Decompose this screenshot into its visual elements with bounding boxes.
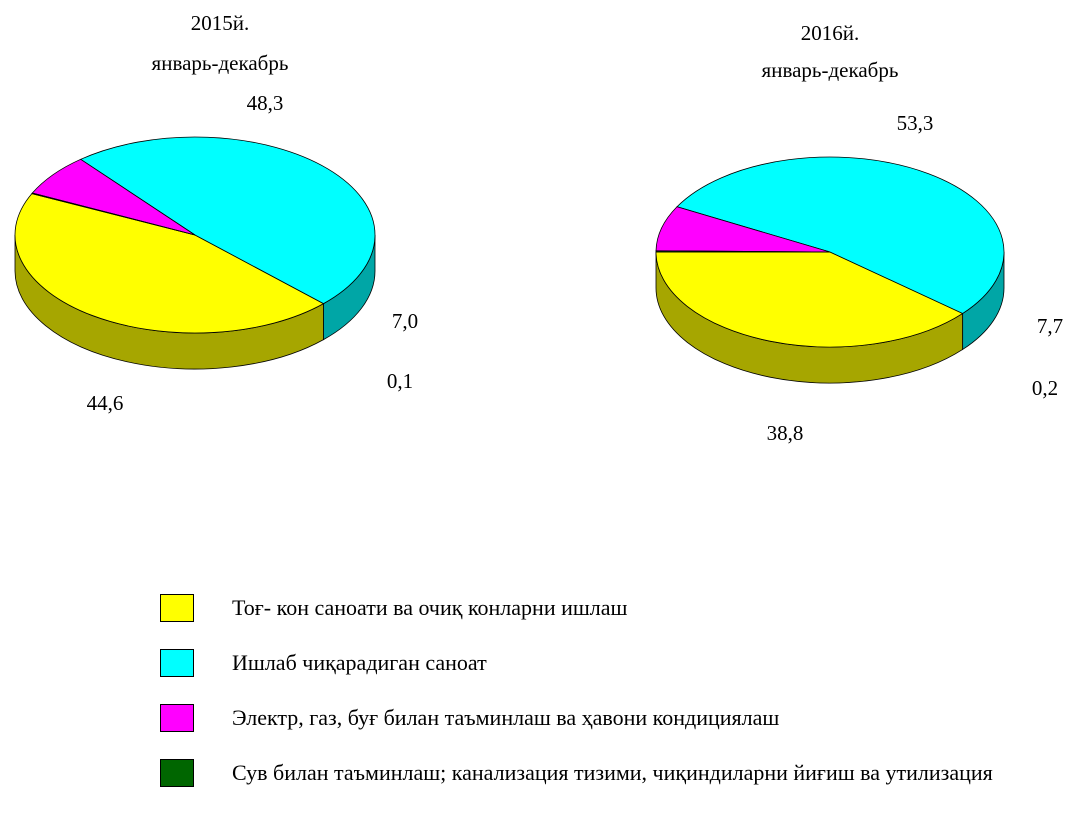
legend-label: Тоғ- кон саноати ва очиқ конларни ишлаш: [232, 595, 628, 620]
chart-title: 2016й.: [801, 21, 860, 45]
legend-item: Тоғ- кон саноати ва очиқ конларни ишлаш: [160, 594, 1042, 633]
data-label: 7,0: [392, 309, 418, 333]
slice: [655, 250, 831, 253]
data-label: 48,3: [247, 91, 284, 115]
chart-subtitle: январь-декабрь: [762, 58, 899, 82]
data-label: 53,3: [897, 111, 934, 135]
slice: [31, 192, 196, 236]
legend-item: Электр, газ, буғ билан таъминлаш ва ҳаво…: [160, 704, 1042, 743]
legend-label: Сув билан таъминлаш; канализация тизими,…: [232, 760, 993, 820]
legend-swatch: [160, 594, 194, 622]
slice: [14, 193, 325, 334]
chart-subtitle: январь-декабрь: [152, 51, 289, 75]
legend-item: Ишлаб чиқарадиган саноат: [160, 649, 1042, 688]
legend-swatch: [160, 704, 194, 732]
legend-swatch: [160, 649, 194, 677]
chart-title: 2015й.: [191, 11, 250, 35]
legend-swatch: [160, 759, 194, 787]
data-label: 0,2: [1032, 376, 1058, 400]
legend-label: Электр, газ, буғ билан таъминлаш ва ҳаво…: [232, 705, 780, 730]
slice: [676, 156, 1005, 314]
data-label: 38,8: [767, 421, 804, 445]
legend-item: Сув билан таъминлаш; канализация тизими,…: [160, 759, 1042, 820]
legend-label: Ишлаб чиқарадиган саноат: [232, 650, 487, 675]
data-label: 0,1: [387, 369, 413, 393]
slice: [655, 251, 964, 348]
slice: [79, 136, 376, 305]
data-label: 44,6: [87, 391, 124, 415]
charts: 2015й. январь-декабрь 44,6 48,3 7,0 0,1 2016й.…: [14, 11, 1063, 445]
data-label: 7,7: [1037, 314, 1063, 338]
